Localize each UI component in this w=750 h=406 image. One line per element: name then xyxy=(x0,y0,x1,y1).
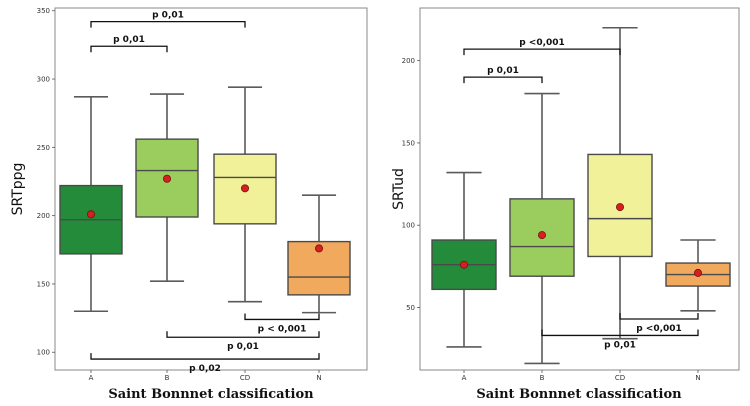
y-axis-label: SRTud xyxy=(391,168,407,210)
p-value-label: p <0,001 xyxy=(636,324,682,334)
y-tick-label: 100 xyxy=(402,222,415,230)
significance-bracket: p <0,001 xyxy=(463,38,621,56)
p-value-label: p 0,02 xyxy=(189,364,221,374)
box-b xyxy=(135,93,199,283)
bracket-line xyxy=(244,313,320,321)
p-value-label: p 0,01 xyxy=(113,35,145,45)
y-tick-label: 200 xyxy=(37,212,50,220)
x-axis-label: Saint Bonnnet classification xyxy=(476,387,682,402)
mean-marker xyxy=(240,184,249,193)
x-tick-label: N xyxy=(316,374,321,382)
significance-bracket: p 0,01 xyxy=(90,11,246,28)
y-tick-label: 350 xyxy=(37,7,50,15)
p-value-label: p < 0,001 xyxy=(258,324,307,334)
significance-bracket: p < 0,001 xyxy=(244,313,320,334)
y-tick-label: 150 xyxy=(37,280,50,288)
p-value-label: p 0,01 xyxy=(487,66,519,76)
y-tick-label: 50 xyxy=(406,304,415,312)
mean-marker xyxy=(459,260,468,269)
p-value-label: p 0,01 xyxy=(227,342,259,352)
left-boxplot-panel: 100 150 200 250 300 350 A B CD Np 0,01 p 0,01 p < 0… xyxy=(10,7,368,402)
bracket-line xyxy=(166,331,320,338)
mean-marker xyxy=(162,174,171,183)
mean-marker xyxy=(314,244,323,253)
significance-bracket: p 0,02 xyxy=(90,353,320,374)
significance-bracket: p 0,01 xyxy=(463,66,543,84)
x-tick-label: B xyxy=(540,374,545,382)
y-tick-label: 100 xyxy=(37,349,50,357)
bracket-line xyxy=(619,312,699,320)
x-axis-label: Saint Bonnnet classification xyxy=(108,387,314,402)
bracket-line xyxy=(90,21,246,28)
mean-marker xyxy=(538,231,547,240)
significance-bracket: p 0,01 xyxy=(541,329,699,350)
y-axis-label: SRTppg xyxy=(10,163,26,216)
x-tick-label: CD xyxy=(240,374,250,382)
significance-bracket: p 0,01 xyxy=(166,331,320,352)
p-value-label: p <0,001 xyxy=(519,38,565,48)
box-n xyxy=(665,239,731,312)
bracket-line xyxy=(90,45,168,53)
bracket-line xyxy=(463,48,621,56)
bracket-line xyxy=(463,76,543,84)
box-a xyxy=(431,171,497,348)
mean-marker xyxy=(616,203,625,212)
x-tick-label: A xyxy=(462,374,467,382)
p-value-label: p 0,01 xyxy=(152,11,184,21)
y-tick-label: 150 xyxy=(402,139,415,147)
y-tick-label: 300 xyxy=(37,76,50,84)
box-b xyxy=(509,92,575,365)
box-a xyxy=(59,95,123,313)
y-tick-label: 200 xyxy=(402,57,415,65)
p-value-label: p 0,01 xyxy=(604,340,636,350)
mean-marker xyxy=(694,268,703,277)
box-cd xyxy=(213,86,277,303)
plot-frame xyxy=(419,7,740,371)
box-n xyxy=(287,194,351,314)
mean-marker xyxy=(87,210,96,219)
bracket-line xyxy=(90,353,320,360)
x-tick-label: A xyxy=(89,374,94,382)
bracket-line xyxy=(541,329,699,337)
x-tick-label: B xyxy=(165,374,170,382)
significance-bracket: p 0,01 xyxy=(90,35,168,53)
x-tick-label: CD xyxy=(615,374,625,382)
y-tick-label: 250 xyxy=(37,144,50,152)
significance-bracket: p <0,001 xyxy=(619,312,699,334)
x-tick-label: N xyxy=(695,374,700,382)
